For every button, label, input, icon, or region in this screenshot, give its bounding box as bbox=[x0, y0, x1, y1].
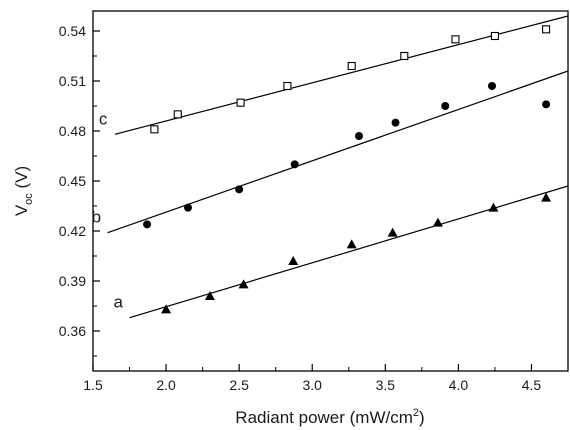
series-label-b: b bbox=[92, 208, 101, 227]
data-point-a bbox=[541, 192, 552, 202]
data-point-c bbox=[347, 61, 356, 71]
y-tick-label: 0.45 bbox=[59, 173, 86, 189]
x-tick-label: 3.0 bbox=[302, 377, 322, 393]
data-point-b bbox=[143, 220, 152, 229]
fit-lines bbox=[107, 15, 569, 319]
data-point-a bbox=[161, 304, 172, 314]
data-point-b bbox=[235, 185, 244, 194]
data-point-b bbox=[290, 160, 299, 169]
data-point-b bbox=[488, 82, 496, 90]
fit-line-a bbox=[129, 185, 569, 319]
x-tick-label: 2.0 bbox=[156, 377, 176, 393]
plot-frame bbox=[92, 10, 569, 372]
x-axis-label: Radiant power (mW/cm2) bbox=[235, 407, 424, 427]
data-point-a bbox=[238, 279, 249, 289]
fit-line-b bbox=[107, 70, 569, 234]
data-point-c bbox=[173, 110, 182, 119]
data-point-c bbox=[542, 25, 551, 34]
y-tick-label: 0.39 bbox=[59, 273, 86, 289]
x-axis-label-text: Radiant power (mW/cm bbox=[235, 408, 413, 427]
data-point-b bbox=[355, 132, 363, 140]
data-point-b bbox=[542, 100, 551, 109]
y-axis-label-main: V bbox=[12, 204, 31, 216]
x-tick-label: 1.5 bbox=[83, 377, 103, 393]
data-point-c bbox=[451, 35, 460, 44]
series-label-a: a bbox=[114, 293, 124, 312]
series-labels: a b c bbox=[92, 109, 124, 311]
y-axis-ticks: 0.36 0.39 0.42 0.45 0.48 0.51 0.54 bbox=[59, 23, 100, 357]
y-axis-label-unit: (V) bbox=[12, 166, 31, 193]
y-tick-label: 0.54 bbox=[59, 23, 86, 39]
data-point-a bbox=[387, 227, 398, 237]
data-point-c bbox=[283, 81, 292, 91]
y-axis-label-subscript: oc bbox=[23, 193, 35, 205]
x-axis-ticks: 1.5 2.0 2.5 3.0 3.5 4.0 4.5 bbox=[83, 364, 541, 393]
y-axis-label: Voc (V) bbox=[12, 166, 35, 216]
data-point-a bbox=[346, 239, 357, 249]
series-label-c: c bbox=[99, 109, 108, 128]
data-point-a bbox=[204, 291, 215, 300]
x-tick-label: 2.5 bbox=[229, 377, 249, 393]
y-tick-label: 0.48 bbox=[59, 123, 86, 139]
data-point-a bbox=[288, 256, 299, 265]
fit-line-c bbox=[114, 15, 569, 135]
x-tick-label: 3.5 bbox=[376, 377, 396, 393]
x-axis-label-superscript: 2 bbox=[413, 407, 419, 419]
data-point-b bbox=[441, 102, 450, 110]
x-axis-label-end: ) bbox=[419, 408, 425, 427]
markers bbox=[143, 25, 552, 314]
y-tick-label: 0.51 bbox=[59, 73, 86, 89]
data-point-c bbox=[236, 98, 245, 107]
data-point-b bbox=[391, 118, 400, 127]
data-point-c bbox=[490, 31, 499, 41]
data-point-a bbox=[432, 217, 443, 227]
data-point-c bbox=[400, 51, 409, 61]
data-point-b bbox=[184, 203, 192, 212]
data-point-c bbox=[150, 125, 159, 134]
data-point-a bbox=[488, 202, 499, 212]
y-tick-label: 0.36 bbox=[59, 323, 86, 339]
y-tick-label: 0.42 bbox=[59, 223, 86, 239]
x-tick-label: 4.0 bbox=[449, 377, 469, 393]
x-tick-label: 4.5 bbox=[522, 377, 542, 393]
